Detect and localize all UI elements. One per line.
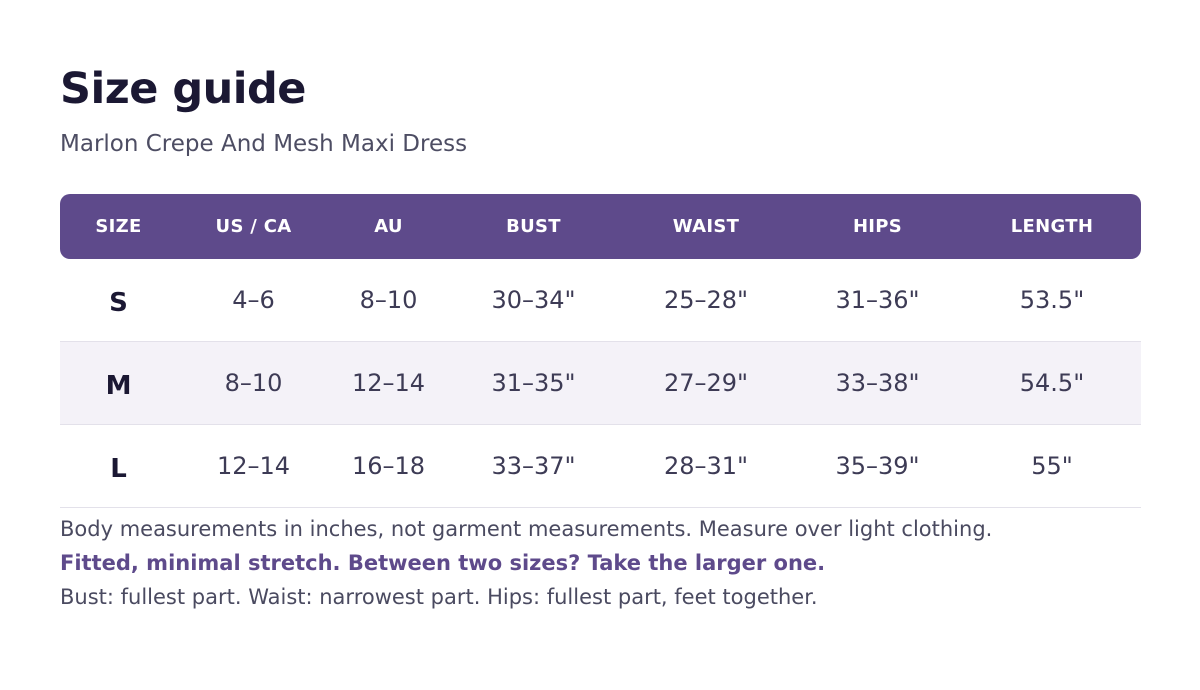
header-length: LENGTH bbox=[963, 194, 1141, 259]
fit-note: Fitted, minimal stretch. Between two siz… bbox=[60, 551, 826, 575]
au-value: 16–18 bbox=[330, 425, 447, 508]
length-value: 53.5" bbox=[963, 259, 1141, 342]
header-size: SIZE bbox=[60, 194, 177, 259]
hips-value: 33–38" bbox=[792, 342, 963, 425]
us-ca-value: 8–10 bbox=[177, 342, 330, 425]
header-au: AU bbox=[330, 194, 447, 259]
table-row: L 12–14 16–18 33–37" 28–31" 35–39" 55" bbox=[60, 425, 1141, 508]
product-name: Marlon Crepe And Mesh Maxi Dress bbox=[60, 131, 468, 157]
us-ca-value: 4–6 bbox=[177, 259, 330, 342]
header-us-ca: US / CA bbox=[177, 194, 330, 259]
table-row: M 8–10 12–14 31–35" 27–29" 33–38" 54.5" bbox=[60, 342, 1141, 425]
waist-value: 28–31" bbox=[620, 425, 792, 508]
how-to-measure-note: Bust: fullest part. Waist: narrowest par… bbox=[60, 585, 818, 609]
measurement-note: Body measurements in inches, not garment… bbox=[60, 517, 993, 541]
table-row: S 4–6 8–10 30–34" 25–28" 31–36" 53.5" bbox=[60, 259, 1141, 342]
notes-section: Body measurements in inches, not garment… bbox=[60, 512, 1141, 614]
page-title: Size guide bbox=[60, 64, 306, 114]
hips-value: 31–36" bbox=[792, 259, 963, 342]
length-value: 54.5" bbox=[963, 342, 1141, 425]
table-header-row: SIZE US / CA AU BUST WAIST HIPS LENGTH bbox=[60, 194, 1141, 259]
bust-value: 33–37" bbox=[447, 425, 620, 508]
size-label: S bbox=[60, 259, 177, 342]
header-waist: WAIST bbox=[620, 194, 792, 259]
bust-value: 31–35" bbox=[447, 342, 620, 425]
us-ca-value: 12–14 bbox=[177, 425, 330, 508]
size-label: L bbox=[60, 425, 177, 508]
waist-value: 25–28" bbox=[620, 259, 792, 342]
length-value: 55" bbox=[963, 425, 1141, 508]
hips-value: 35–39" bbox=[792, 425, 963, 508]
waist-value: 27–29" bbox=[620, 342, 792, 425]
au-value: 12–14 bbox=[330, 342, 447, 425]
header-bust: BUST bbox=[447, 194, 620, 259]
size-table: SIZE US / CA AU BUST WAIST HIPS LENGTH S… bbox=[60, 194, 1141, 508]
size-label: M bbox=[60, 342, 177, 425]
bust-value: 30–34" bbox=[447, 259, 620, 342]
header-hips: HIPS bbox=[792, 194, 963, 259]
au-value: 8–10 bbox=[330, 259, 447, 342]
